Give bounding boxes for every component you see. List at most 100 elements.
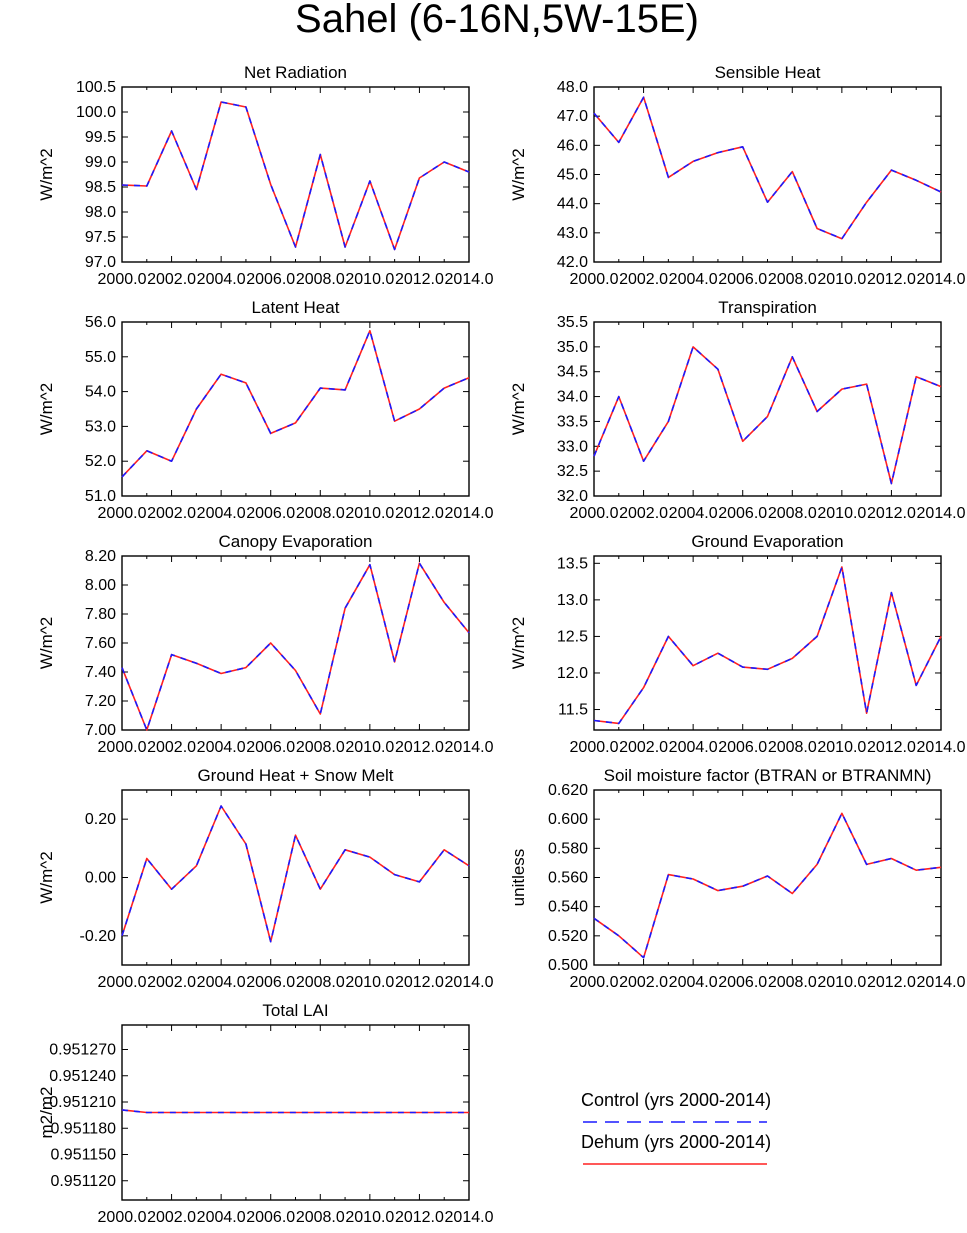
panel-title: Transpiration [718,298,817,317]
y-tick-label: 0.951270 [49,1042,116,1059]
x-tick-label: 2004.0 [197,739,246,756]
series-line-control [121,329,470,478]
chart-panel: Transpiration W/m^2 2000.0 2002.0 2004.0 2006… [509,298,966,522]
x-tick-label: 2014.0 [445,271,494,288]
x-tick-label: 2006.0 [718,505,767,522]
x-tick-label: 2008.0 [768,271,817,288]
x-tick-label: 2004.0 [197,1209,246,1226]
legend-label-control: Control (yrs 2000-2014) [581,1090,771,1110]
x-tick-label: 2006.0 [246,271,295,288]
series-line-control [121,1109,469,1114]
y-tick-label: 43.0 [557,225,588,242]
x-tick-label: 2006.0 [718,974,767,991]
x-tick-label: 2014.0 [917,974,966,991]
y-tick-label: 44.0 [557,196,588,213]
y-tick-label: 99.5 [85,129,116,146]
x-tick-label: 2004.0 [669,974,718,991]
x-tick-label: 2002.0 [147,974,196,991]
plot-frame [593,789,942,966]
y-tick-label: 33.5 [557,413,588,430]
x-tick-label: 2014.0 [917,505,966,522]
chart-panel: Latent Heat W/m^2 2000.0 2002.0 2004.0 2006.0… [37,298,494,522]
x-tick-label: 2012.0 [395,1209,444,1226]
y-tick-label: 51.0 [85,488,116,505]
x-tick-label: 2010.0 [345,271,394,288]
y-tick-label: 47.0 [557,108,588,125]
x-tick-label: 2014.0 [445,1209,494,1226]
x-tick-label: 2000.0 [98,974,147,991]
series-line-dehum [593,346,942,485]
x-tick-label: 2002.0 [147,1209,196,1226]
y-tick-label: 97.5 [85,229,116,246]
chart-panel: Net Radiation W/m^2 2000.0 2002.0 2004.0 2006… [37,63,494,288]
y-tick-label: 34.0 [557,389,588,406]
y-tick-label: 45.0 [557,167,588,184]
y-tick-label: 0.951150 [50,1147,116,1164]
x-tick-label: 2000.0 [570,974,619,991]
y-tick-label: -0.20 [80,928,117,945]
panel-title: Ground Heat + Snow Melt [197,766,393,785]
chart-panel: Ground Evaporation W/m^2 2000.0 2002.0 2004.… [509,532,966,756]
y-tick-label: 11.5 [558,702,588,719]
y-tick-label: 34.5 [557,364,588,381]
panel-title: Ground Evaporation [691,532,843,551]
series-line-dehum [593,812,942,959]
y-tick-label: 33.0 [557,438,588,455]
y-axis-label: W/m^2 [37,148,56,200]
x-tick-label: 2012.0 [395,974,444,991]
plot-frame [593,555,942,731]
x-tick-label: 2012.0 [395,271,444,288]
x-tick-label: 2002.0 [619,505,668,522]
y-tick-label: 7.20 [85,693,116,710]
x-tick-label: 2012.0 [867,739,916,756]
y-tick-label: 0.00 [85,870,116,887]
series-line-dehum [121,329,470,478]
plot-frame [593,321,942,497]
y-axis-label: W/m^2 [37,851,56,903]
series-line-control [121,101,470,251]
y-tick-label: 8.20 [85,548,116,565]
y-tick-label: 100.5 [76,79,116,96]
y-tick-label: 7.60 [85,635,116,652]
y-tick-label: 56.0 [85,314,116,331]
x-tick-label: 2004.0 [197,974,246,991]
x-tick-label: 2000.0 [570,505,619,522]
x-tick-label: 2002.0 [619,974,668,991]
y-tick-label: 7.00 [85,722,116,739]
x-tick-label: 2002.0 [147,271,196,288]
y-tick-label: 8.00 [85,577,116,594]
y-tick-label: 0.951240 [49,1068,116,1085]
chart-panel: Canopy Evaporation W/m^2 2000.0 2002.0 2004.… [37,532,494,756]
y-axis-label: W/m^2 [37,617,56,669]
y-tick-label: 0.520 [548,928,588,945]
series-line-control [593,346,942,485]
x-tick-label: 2002.0 [147,739,196,756]
y-axis-label: W/m^2 [37,383,56,435]
x-tick-label: 2014.0 [445,739,494,756]
x-tick-label: 2004.0 [669,271,718,288]
y-tick-label: 97.0 [85,254,116,271]
y-tick-label: 0.560 [548,870,588,887]
y-tick-label: 48.0 [557,79,588,96]
y-tick-label: 52.0 [85,453,116,470]
y-tick-label: 0.580 [548,840,588,857]
chart-panel: Ground Heat + Snow Melt W/m^2 2000.0 2002.0… [37,766,494,991]
y-tick-label: 35.0 [557,339,588,356]
panel-title: Sensible Heat [715,63,821,82]
y-tick-label: 54.0 [85,384,116,401]
plot-frame [121,321,470,497]
series-line-control [593,96,942,240]
x-tick-label: 2010.0 [345,505,394,522]
legend: Control (yrs 2000-2014) Dehum (yrs 2000-… [581,1090,771,1165]
y-tick-label: 7.40 [85,664,116,681]
x-tick-label: 2008.0 [296,1209,345,1226]
y-tick-label: 53.0 [85,418,116,435]
x-tick-label: 2008.0 [768,739,817,756]
x-tick-label: 2002.0 [619,271,668,288]
x-tick-label: 2014.0 [917,739,966,756]
x-tick-label: 2010.0 [817,271,866,288]
y-tick-label: 0.951120 [50,1173,116,1190]
